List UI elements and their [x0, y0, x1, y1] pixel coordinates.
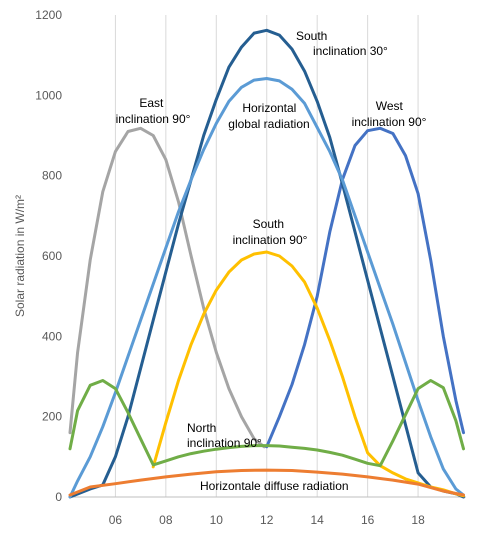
series-line-north90: [68, 379, 465, 468]
y-tick-0: 0: [55, 490, 62, 504]
y-tick-1000: 1000: [35, 88, 62, 102]
x-tick-08: 08: [159, 513, 173, 527]
y-tick-1200: 1200: [35, 8, 62, 22]
x-tick-16: 16: [361, 513, 375, 527]
series-line-horizontal_diffuse: [68, 468, 465, 497]
annotation-south30: South inclination 30°: [296, 29, 388, 58]
x-tick-14: 14: [311, 513, 325, 527]
annotation-west: West inclination 90°: [352, 99, 427, 129]
series-line-south90: [151, 250, 465, 498]
x-tick-labels: 06 08 10 12 14 16 18: [109, 513, 425, 527]
annotation-south90: South inclination 90°: [233, 217, 308, 247]
y-tick-800: 800: [42, 169, 62, 183]
gridlines: [114, 15, 419, 497]
x-tick-06: 06: [109, 513, 123, 527]
y-tick-labels: 0 200 400 600 800 1000 1200: [35, 8, 62, 504]
x-tick-12: 12: [260, 513, 274, 527]
x-tick-18: 18: [411, 513, 425, 527]
annotation-horizontal-diffuse: Horizontale diffuse radiation: [200, 479, 349, 493]
x-tick-10: 10: [210, 513, 224, 527]
series-lines: [68, 28, 465, 499]
annotation-north90: North inclination 90°: [187, 421, 262, 450]
y-axis-title: Solar radiation in W/m²: [13, 195, 27, 317]
series-line-east: [68, 126, 266, 449]
series-line-west: [265, 126, 465, 449]
y-tick-200: 200: [42, 410, 62, 424]
y-tick-400: 400: [42, 329, 62, 343]
y-tick-600: 600: [42, 249, 62, 263]
annotation-horizontal-global: Horizontal global radiation: [228, 101, 309, 131]
series-line-horizontal_global: [68, 77, 465, 499]
annotation-east: East inclination 90°: [116, 96, 191, 126]
